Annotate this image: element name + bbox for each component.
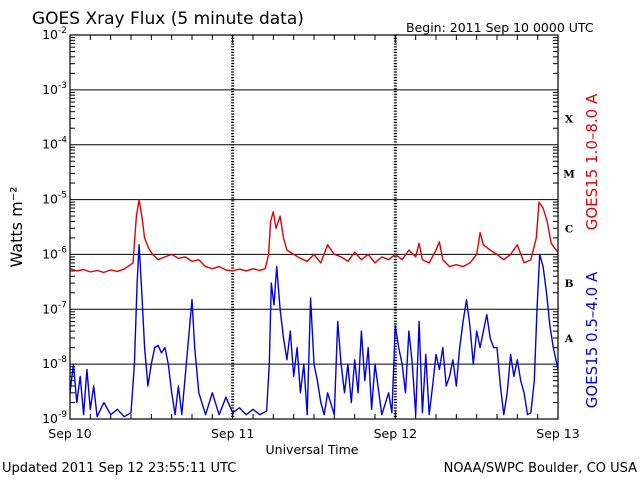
y-tick-label: 10-8 bbox=[42, 355, 67, 371]
x-tick-label: Sep 12 bbox=[374, 426, 417, 441]
y-tick-label: 10-3 bbox=[42, 81, 67, 97]
x-tick-label: Sep 10 bbox=[48, 426, 91, 441]
legend-series-short: GOES15 0.5–4.0 A bbox=[583, 271, 601, 408]
flare-class-label: M bbox=[563, 168, 575, 180]
plot-frame bbox=[69, 34, 559, 420]
flare-class-label: X bbox=[565, 114, 574, 126]
series-line-short bbox=[69, 244, 559, 418]
flare-class-labels: X M C B A bbox=[563, 114, 575, 345]
y-tick-label: 10-6 bbox=[42, 245, 67, 261]
y-tick-label: 10-2 bbox=[42, 26, 67, 42]
x-tick-labels: Sep 10 Sep 11 Sep 12 Sep 13 bbox=[48, 426, 579, 441]
y-tick-label: 10-4 bbox=[42, 136, 67, 152]
y-tick-label: 10-9 bbox=[42, 410, 67, 426]
y-tick-labels: 10-2 10-3 10-4 10-5 10-6 10-7 10-8 10-9 bbox=[42, 26, 67, 426]
updated-timestamp: Updated 2011 Sep 12 23:55:11 UTC bbox=[2, 461, 236, 476]
flare-class-label: B bbox=[565, 278, 574, 290]
chart-title: GOES Xray Flux (5 minute data) bbox=[32, 9, 304, 29]
flare-class-label: A bbox=[564, 333, 574, 345]
series-line-long bbox=[69, 198, 559, 274]
y-tick-label: 10-5 bbox=[42, 191, 67, 207]
legend-series-long: GOES15 1.0–8.0 A bbox=[583, 93, 601, 230]
x-tick-label: Sep 13 bbox=[536, 426, 579, 441]
begin-time: Begin: 2011 Sep 10 0000 UTC bbox=[406, 20, 594, 35]
x-axis-label: Universal Time bbox=[266, 442, 359, 457]
y-axis-label: Watts m⁻² bbox=[7, 186, 26, 267]
y-tick-label: 10-7 bbox=[42, 300, 67, 316]
flare-class-label: C bbox=[565, 223, 573, 235]
series-layer bbox=[69, 198, 559, 418]
x-tick-label: Sep 11 bbox=[211, 426, 254, 441]
credit-text: NOAA/SWPC Boulder, CO USA bbox=[444, 461, 637, 476]
